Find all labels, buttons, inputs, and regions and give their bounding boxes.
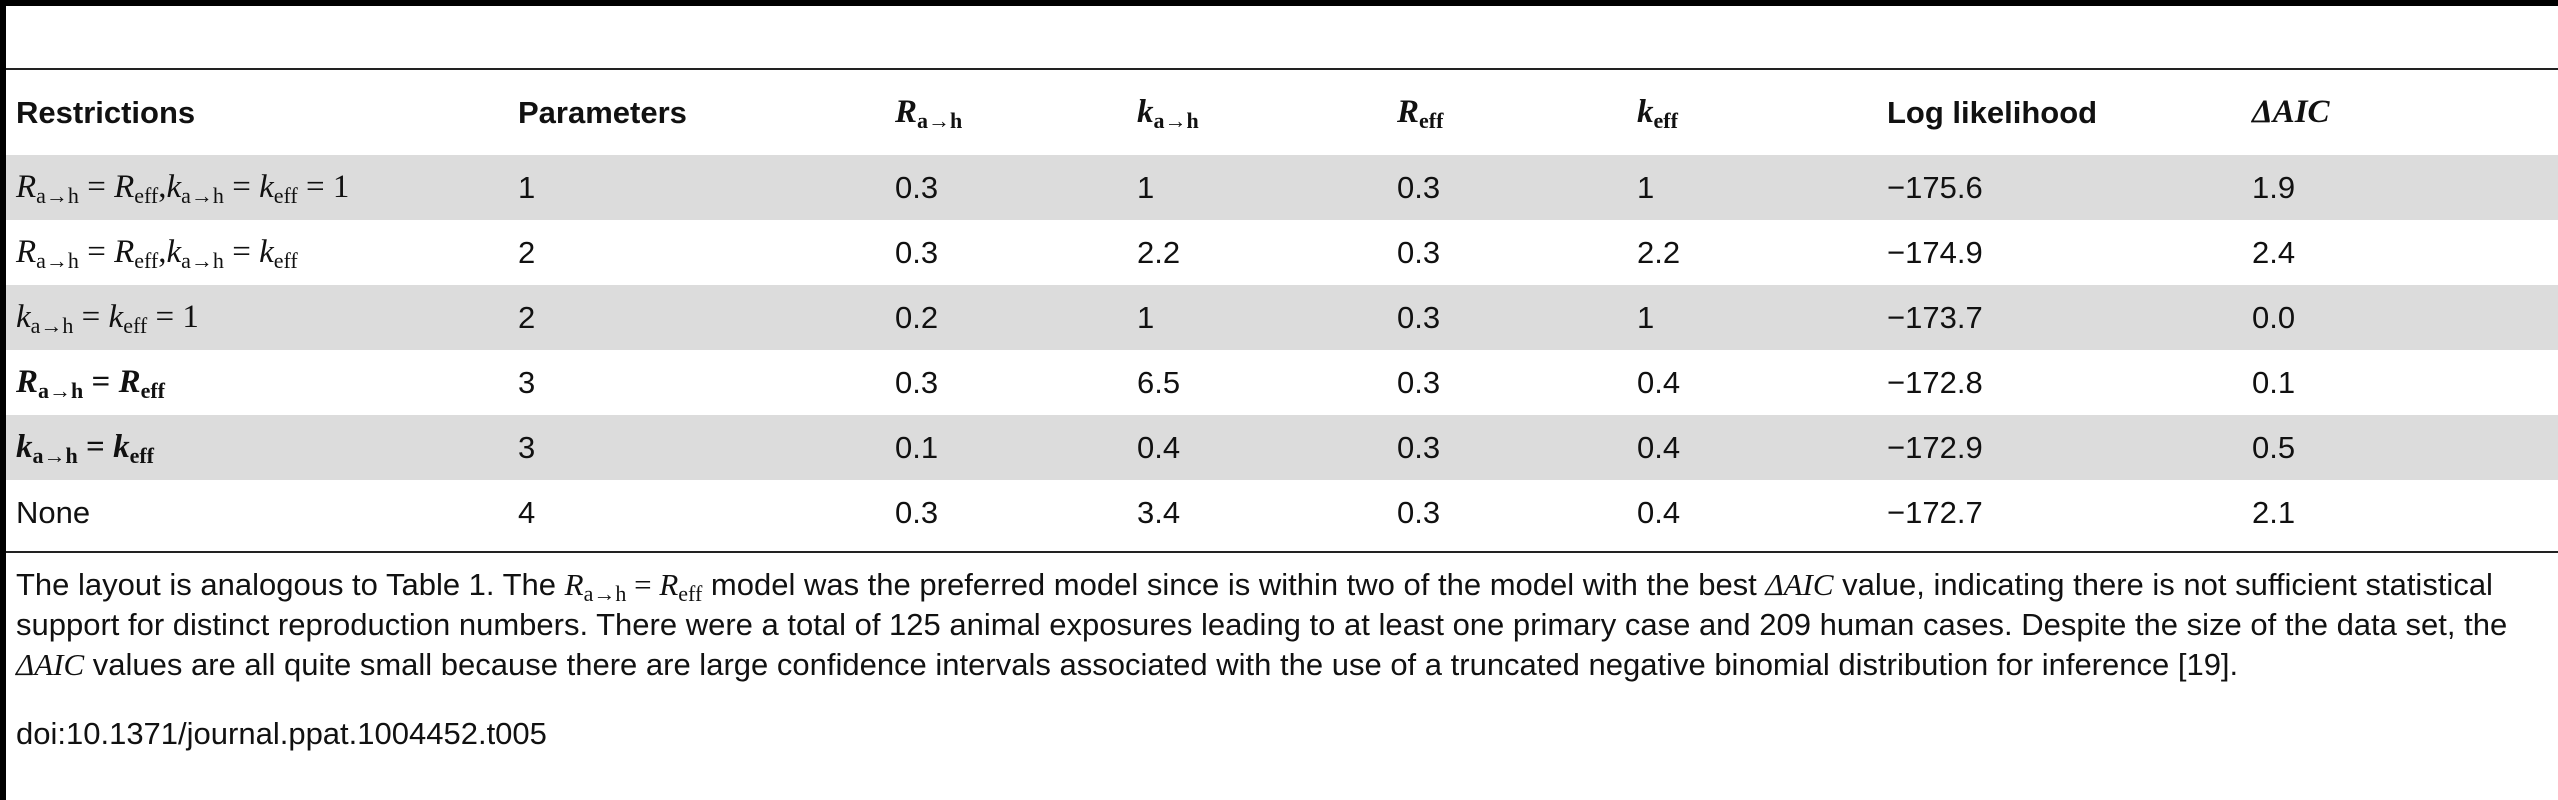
col-header-k-ah: ka→h: [1137, 94, 1199, 133]
table-row: ka→h = keff 3 0.1 0.4 0.3 0.4 −172.9 0.5: [6, 415, 2558, 480]
left-border: [0, 0, 6, 800]
header-row: Restrictions Parameters Ra→h ka→h Reff k…: [6, 70, 2558, 155]
delta-aic-cell: 2.4: [2242, 220, 2558, 285]
table-row: Ra→h = Reff,ka→h = keff 2 0.3 2.2 0.3 2.…: [6, 220, 2558, 285]
log-likelihood-cell: −173.7: [1877, 285, 2242, 350]
col-header-restrictions: Restrictions: [16, 94, 196, 130]
table-bottom-rule: [6, 551, 2558, 553]
restriction-cell: Ra→h = Reff,ka→h = keff: [6, 220, 508, 285]
col-header-log-likelihood: Log likelihood: [1887, 94, 2098, 130]
results-table: Restrictions Parameters Ra→h ka→h Reff k…: [6, 70, 2558, 545]
r-eff-cell: 0.3: [1387, 350, 1627, 415]
k-eff-cell: 1: [1627, 285, 1877, 350]
delta-aic-cell: 0.5: [2242, 415, 2558, 480]
k-ah-cell: 1: [1127, 285, 1387, 350]
k-ah-cell: 0.4: [1127, 415, 1387, 480]
top-border: [0, 0, 2558, 6]
log-likelihood-cell: −172.7: [1877, 480, 2242, 545]
r-ah-cell: 0.2: [885, 285, 1127, 350]
log-likelihood-cell: −174.9: [1877, 220, 2242, 285]
r-ah-cell: 0.3: [885, 220, 1127, 285]
caption-delta-aic-2: ΔAIC: [16, 647, 85, 682]
table-row: None 4 0.3 3.4 0.3 0.4 −172.7 2.1: [6, 480, 2558, 545]
parameters-cell: 3: [508, 350, 885, 415]
table-caption: The layout is analogous to Table 1. The …: [16, 565, 2546, 685]
parameters-cell: 2: [508, 285, 885, 350]
r-ah-cell: 0.3: [885, 480, 1127, 545]
parameters-cell: 3: [508, 415, 885, 480]
caption-part-1: The layout is analogous to Table 1. The: [16, 567, 565, 602]
parameters-cell: 2: [508, 220, 885, 285]
table-row: Ra→h = Reff,ka→h = keff = 1 1 0.3 1 0.3 …: [6, 155, 2558, 220]
r-ah-cell: 0.3: [885, 350, 1127, 415]
caption-delta-aic: ΔAIC: [1765, 567, 1834, 602]
log-likelihood-cell: −172.8: [1877, 350, 2242, 415]
restriction-cell: None: [6, 480, 508, 545]
log-likelihood-cell: −175.6: [1877, 155, 2242, 220]
r-ah-cell: 0.1: [885, 415, 1127, 480]
r-eff-cell: 0.3: [1387, 415, 1627, 480]
table-row: ka→h = keff = 1 2 0.2 1 0.3 1 −173.7 0.0: [6, 285, 2558, 350]
doi-link[interactable]: doi:10.1371/journal.ppat.1004452.t005: [16, 716, 547, 751]
k-eff-cell: 0.4: [1627, 480, 1877, 545]
caption-part-2: model was the preferred model since is w…: [702, 567, 1766, 602]
delta-aic-cell: 1.9: [2242, 155, 2558, 220]
delta-aic-cell: 0.1: [2242, 350, 2558, 415]
parameters-cell: 4: [508, 480, 885, 545]
caption-equation: Ra→h = Reff: [564, 567, 703, 606]
col-header-k-eff: keff: [1637, 94, 1678, 133]
col-header-delta-aic: ΔAIC: [2252, 94, 2330, 130]
header-top-rule: [6, 68, 2558, 70]
k-eff-cell: 2.2: [1627, 220, 1877, 285]
k-ah-cell: 3.4: [1127, 480, 1387, 545]
caption-part-4: values are all quite small because there…: [84, 647, 2239, 682]
r-eff-cell: 0.3: [1387, 480, 1627, 545]
caption-part-3: value, indicating there is not sufficien…: [16, 567, 2508, 642]
k-eff-cell: 0.4: [1627, 350, 1877, 415]
r-ah-cell: 0.3: [885, 155, 1127, 220]
delta-aic-cell: 2.1: [2242, 480, 2558, 545]
k-ah-cell: 1: [1127, 155, 1387, 220]
parameters-cell: 1: [508, 155, 885, 220]
col-header-r-eff: Reff: [1397, 94, 1444, 133]
col-header-parameters: Parameters: [518, 94, 687, 130]
k-ah-cell: 6.5: [1127, 350, 1387, 415]
restriction-cell: ka→h = keff: [6, 415, 508, 480]
restriction-cell: Ra→h = Reff: [6, 350, 508, 415]
k-eff-cell: 1: [1627, 155, 1877, 220]
r-eff-cell: 0.3: [1387, 220, 1627, 285]
restriction-cell: ka→h = keff = 1: [6, 285, 508, 350]
restriction-cell: Ra→h = Reff,ka→h = keff = 1: [6, 155, 508, 220]
r-eff-cell: 0.3: [1387, 155, 1627, 220]
k-eff-cell: 0.4: [1627, 415, 1877, 480]
table-row: Ra→h = Reff 3 0.3 6.5 0.3 0.4 −172.8 0.1: [6, 350, 2558, 415]
col-header-r-ah: Ra→h: [895, 94, 963, 133]
log-likelihood-cell: −172.9: [1877, 415, 2242, 480]
delta-aic-cell: 0.0: [2242, 285, 2558, 350]
r-eff-cell: 0.3: [1387, 285, 1627, 350]
k-ah-cell: 2.2: [1127, 220, 1387, 285]
